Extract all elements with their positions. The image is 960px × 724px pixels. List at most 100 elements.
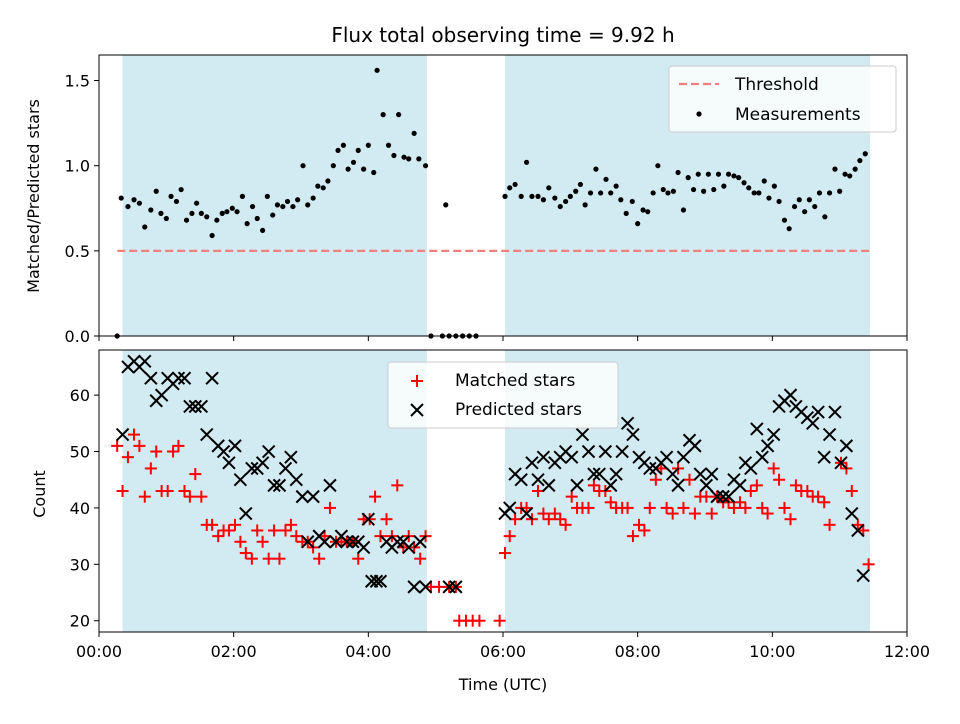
legend-predicted-marker — [410, 403, 424, 417]
predicted-star-point-117 — [828, 405, 842, 419]
count-y-tick-label-1: 30 — [70, 555, 90, 574]
matched-star-point-90 — [638, 524, 651, 537]
matched-star-point-101 — [700, 490, 713, 503]
measurement-point-83 — [577, 181, 584, 188]
matched-star-point-106 — [727, 501, 740, 514]
legend-threshold-label: Threshold — [734, 75, 819, 95]
measurement-point-45 — [345, 166, 351, 172]
measurement-point-111 — [721, 183, 727, 189]
matched-star-point-76 — [559, 518, 572, 531]
measurement-point-87 — [598, 190, 604, 196]
matched-star-point-13 — [183, 490, 196, 503]
measurement-point-100 — [665, 190, 671, 196]
measurement-point-31 — [274, 202, 281, 208]
matched-star-point-28 — [268, 524, 281, 537]
measurement-point-88 — [603, 176, 609, 182]
matched-star-point-123 — [823, 518, 836, 531]
predicted-star-point-121 — [851, 523, 865, 538]
predicted-star-point-120 — [845, 506, 859, 521]
predicted-star-point-23 — [245, 461, 259, 476]
measurement-point-15 — [194, 200, 200, 206]
predicted-star-point-22 — [239, 506, 253, 521]
matched-star-point-88 — [626, 530, 639, 543]
measurement-point-5 — [142, 224, 148, 230]
measurement-point-95 — [640, 207, 646, 213]
matched-star-point-97 — [677, 501, 690, 514]
predicted-star-point-26 — [261, 444, 276, 459]
matched-star-point-89 — [633, 518, 646, 531]
measurement-point-84 — [582, 202, 588, 208]
matched-star-point-117 — [789, 479, 802, 492]
ratio-y-tick-label-3: 1.5 — [65, 72, 90, 91]
measurement-point-27 — [254, 215, 260, 222]
measurement-point-105 — [690, 186, 697, 193]
measurement-point-60 — [422, 163, 429, 169]
matched-star-point-0 — [111, 439, 124, 452]
matched-star-point-98 — [683, 473, 696, 486]
measurement-point-104 — [685, 175, 691, 181]
matched-star-point-114 — [773, 473, 786, 486]
measurement-point-16 — [198, 210, 204, 216]
predicted-star-point-76 — [598, 444, 613, 459]
measurement-point-21 — [224, 209, 230, 215]
matched-star-point-127 — [851, 518, 864, 531]
matched-star-point-2 — [121, 451, 134, 464]
matched-star-point-66 — [503, 530, 516, 543]
matched-star-point-63 — [473, 614, 486, 627]
predicted-star-point-30 — [284, 450, 298, 464]
measurement-point-108 — [705, 171, 711, 177]
measurement-point-126 — [796, 197, 802, 203]
measurement-point-58 — [411, 130, 417, 136]
predicted-star-point-12 — [183, 399, 197, 414]
measurement-point-13 — [183, 217, 190, 223]
legend-predicted-label: Predicted stars — [455, 400, 582, 420]
matched-star-point-72 — [537, 507, 550, 520]
legend-matched-label: Matched stars — [455, 371, 575, 391]
x-tick-label-6: 12:00 — [884, 642, 930, 661]
measurement-point-79 — [557, 203, 563, 210]
ratio-y-axis-label: Matched/Predicted stars — [24, 99, 43, 293]
measurement-point-9 — [163, 215, 169, 222]
predicted-star-point-27 — [267, 478, 281, 493]
measurement-point-118 — [756, 190, 762, 196]
matched-star-point-50 — [391, 479, 404, 492]
predicted-star-point-7 — [154, 388, 169, 402]
measurement-point-48 — [361, 166, 367, 172]
measurement-point-103 — [680, 207, 687, 213]
measurement-point-1 — [118, 195, 124, 201]
x-tick-label-5: 10:00 — [749, 642, 795, 661]
matched-star-point-74 — [548, 507, 561, 520]
predicted-star-point-43 — [356, 540, 371, 555]
measurement-point-29 — [264, 193, 270, 199]
measurement-point-101 — [670, 188, 676, 194]
measurement-point-131 — [822, 214, 828, 220]
matched-star-point-25 — [251, 524, 264, 537]
measurement-point-46 — [350, 159, 357, 165]
measurement-point-4 — [136, 200, 142, 206]
matched-star-point-54 — [414, 552, 427, 565]
predicted-star-point-65 — [536, 450, 551, 464]
predicted-star-point-70 — [564, 450, 579, 464]
matched-star-point-113 — [767, 462, 780, 475]
measurement-point-32 — [280, 203, 286, 210]
measurement-point-123 — [781, 217, 788, 223]
measurement-point-34 — [290, 203, 296, 210]
predicted-star-point-103 — [750, 422, 764, 436]
measurement-point-56 — [401, 154, 407, 160]
matched-star-point-115 — [778, 501, 791, 514]
matched-star-point-91 — [643, 501, 656, 514]
measurement-point-28 — [260, 227, 266, 234]
matched-star-point-29 — [273, 552, 286, 565]
predicted-star-point-118 — [834, 456, 848, 470]
measurement-point-81 — [567, 193, 573, 199]
measurement-point-18 — [209, 232, 215, 239]
matched-star-point-4 — [133, 439, 146, 452]
legend-measurements-label: Measurements — [735, 105, 861, 125]
measurement-point-12 — [178, 186, 184, 193]
measurement-point-69 — [502, 193, 508, 199]
predicted-star-point-87 — [659, 450, 674, 464]
measurement-point-80 — [563, 198, 569, 205]
matched-star-point-5 — [138, 490, 151, 503]
measurement-point-137 — [852, 166, 858, 172]
